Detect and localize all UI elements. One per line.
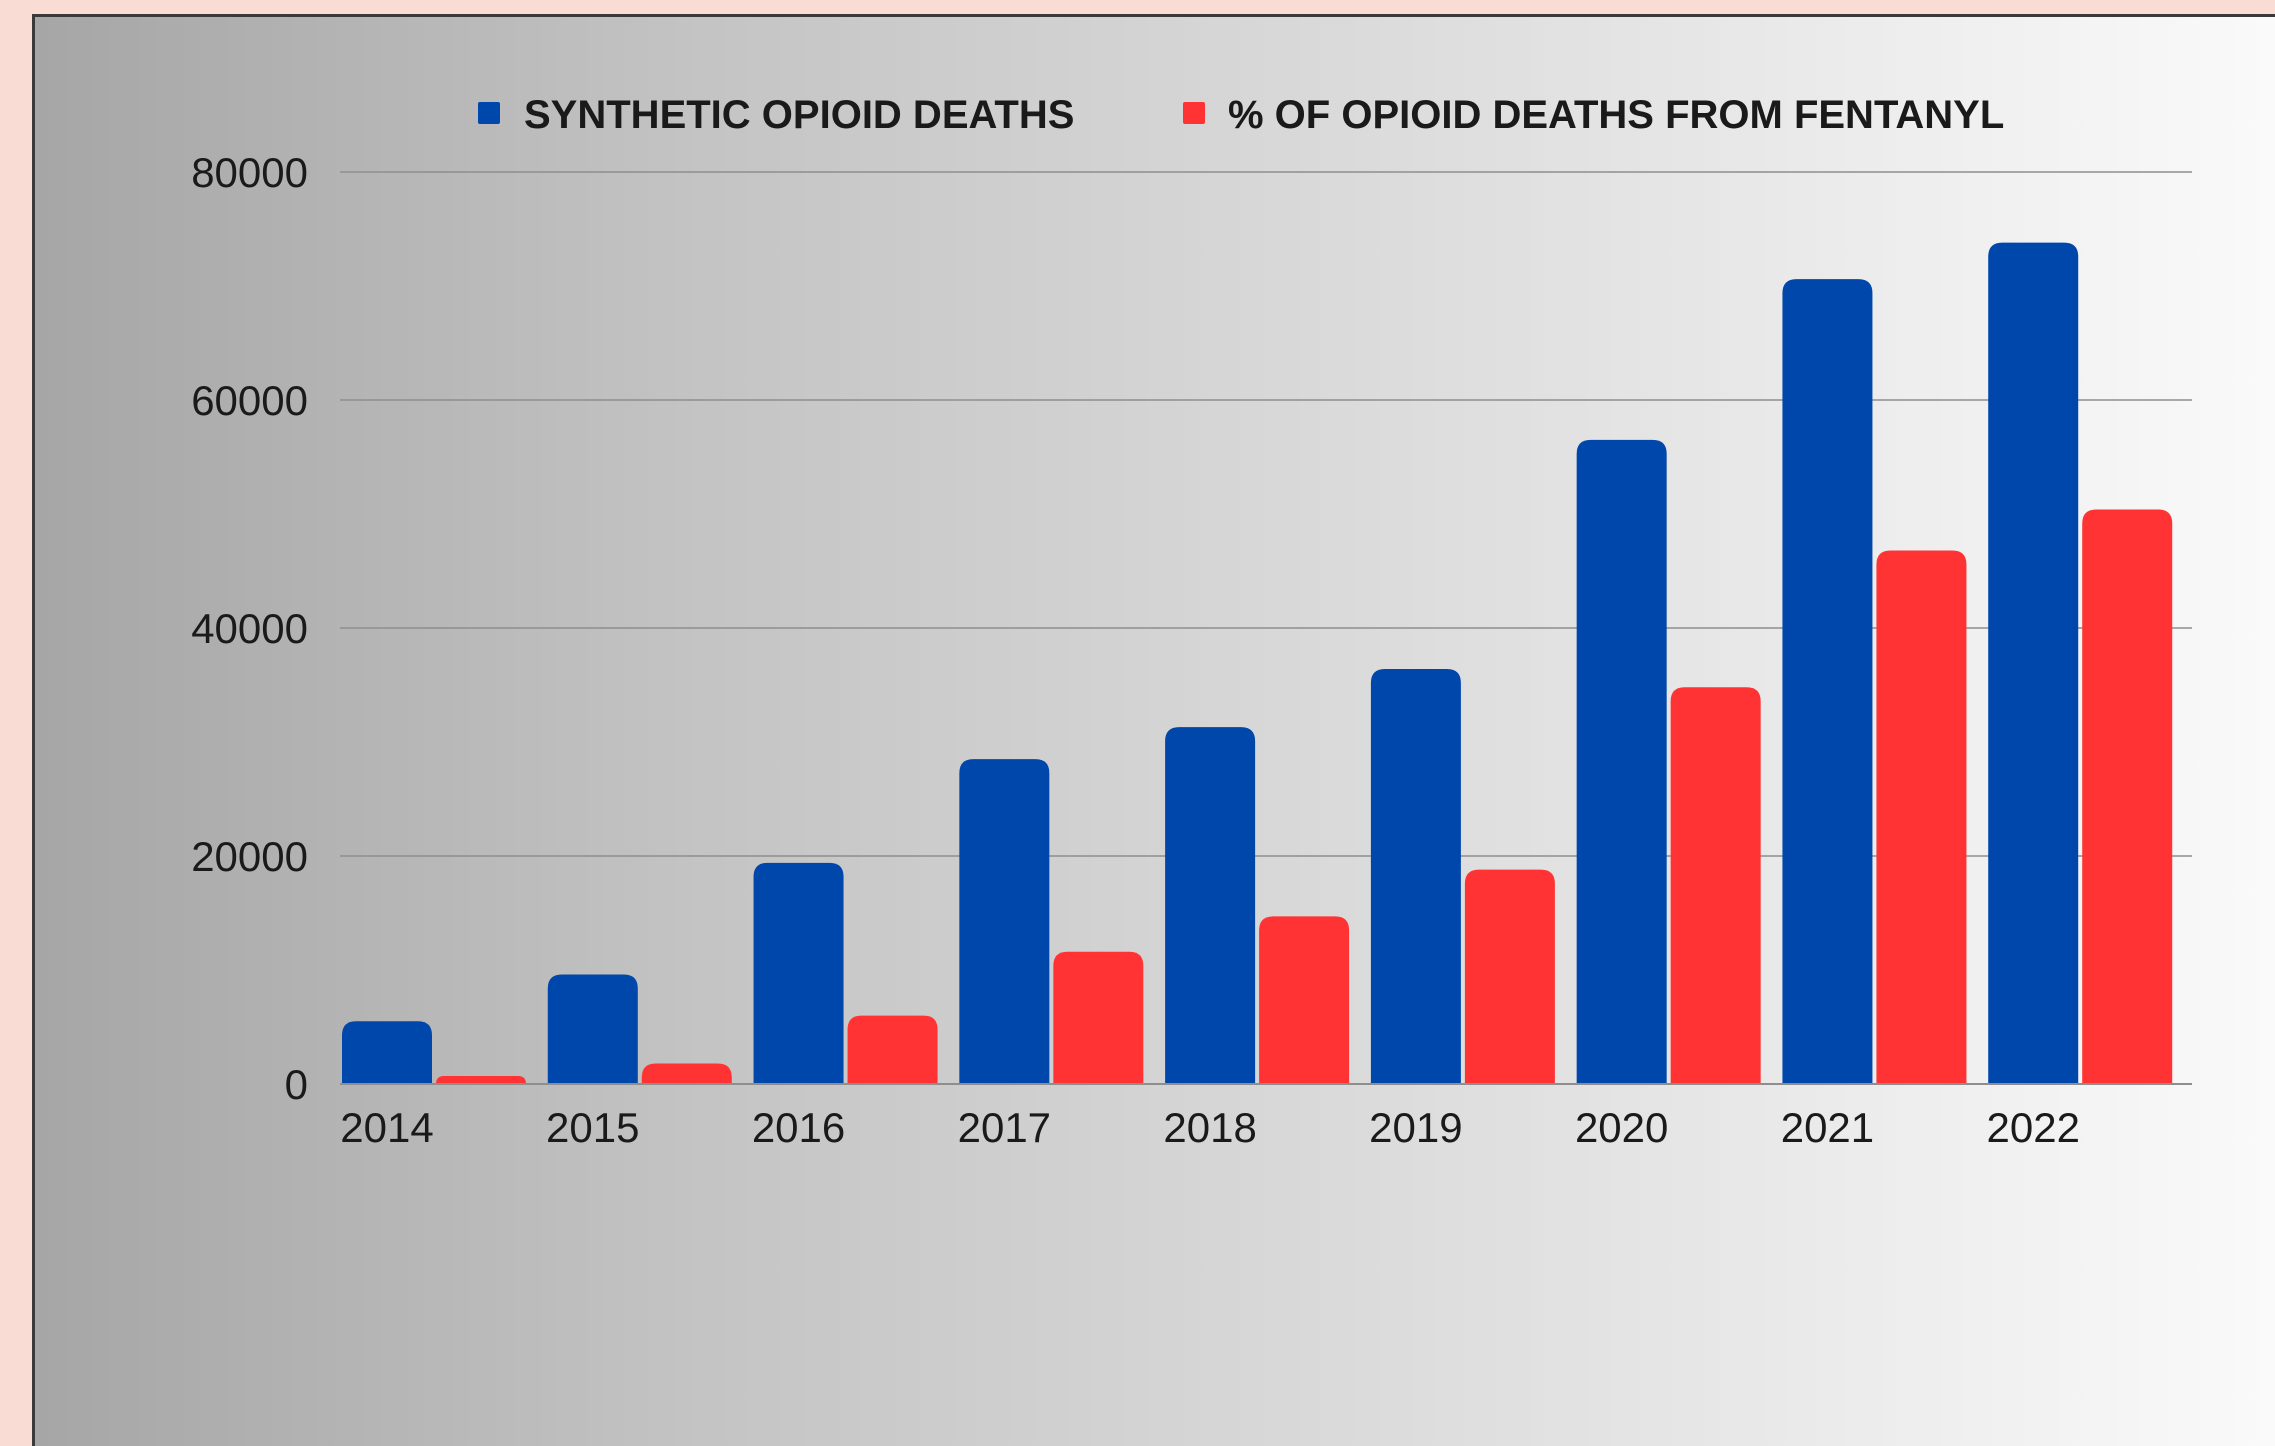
bar-fentanyl-pct-2019 [1464,869,1555,1084]
bar-synthetic-opioid-deaths-2014 [342,1021,432,1084]
y-tick-label: 80000 [191,149,308,196]
x-tick-label: 2021 [1781,1104,1874,1151]
x-tick-label: 2014 [340,1104,433,1151]
x-tick-label: 2017 [958,1104,1051,1151]
y-axis-ticks: 0 20000 40000 60000 80000 [191,149,308,1108]
bar-synthetic-opioid-deaths-2019 [1370,669,1461,1084]
legend-label: % OF OPIOID DEATHS FROM FENTANYL [1228,93,2004,137]
bar-fentanyl-pct-2016 [847,1015,938,1084]
y-tick-label: 40000 [191,605,308,652]
bar-synthetic-opioid-deaths-2017 [959,759,1050,1084]
bar-fentanyl-pct-2018 [1259,916,1350,1084]
x-tick-label: 2018 [1163,1104,1256,1151]
x-tick-label: 2016 [752,1104,845,1151]
bar-synthetic-opioid-deaths-2021 [1782,279,1873,1084]
legend-swatch [1183,102,1205,124]
bar-fentanyl-pct-2022 [2082,509,2173,1084]
y-tick-label: 20000 [191,833,308,880]
x-tick-label: 2020 [1575,1104,1668,1151]
bar-synthetic-opioid-deaths-2022 [1988,242,2079,1084]
bar-fentanyl-pct-2020 [1670,687,1761,1084]
bar-fentanyl-pct-2017 [1053,951,1144,1084]
legend: SYNTHETIC OPIOID DEATHS % OF OPIOID DEATH… [478,93,2004,137]
y-tick-label: 60000 [191,377,308,424]
bar-fentanyl-pct-2014 [436,1076,526,1084]
x-tick-label: 2015 [546,1104,639,1151]
x-tick-label: 2022 [1987,1104,2080,1151]
x-tick-label: 2019 [1369,1104,1462,1151]
bar-synthetic-opioid-deaths-2018 [1165,727,1256,1084]
x-axis-ticks: 2014 2015 2016 2017 2018 2019 2020 2021 2022 [340,1104,2080,1151]
bar-synthetic-opioid-deaths-2016 [753,862,844,1084]
y-tick-label: 0 [285,1061,308,1108]
bar-synthetic-opioid-deaths-2020 [1576,439,1667,1084]
legend-swatch [478,102,500,124]
bar-fentanyl-pct-2021 [1876,550,1967,1084]
bars [342,242,2173,1084]
bar-fentanyl-pct-2015 [641,1063,732,1084]
bar-synthetic-opioid-deaths-2015 [547,974,638,1084]
legend-label: SYNTHETIC OPIOID DEATHS [524,93,1074,137]
